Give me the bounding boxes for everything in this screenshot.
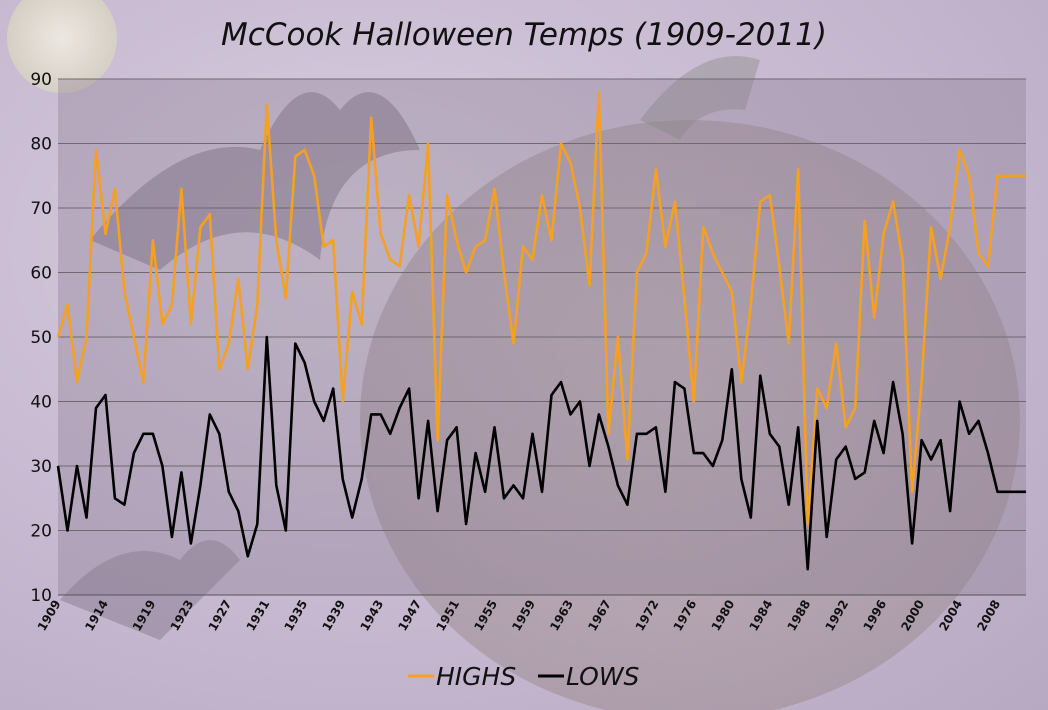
x-tick-label: 1939 — [319, 598, 348, 634]
x-tick-label: 1927 — [206, 598, 235, 634]
chart-title: McCook Halloween Temps (1909-2011) — [221, 17, 827, 53]
y-tick-label: 70 — [30, 199, 52, 219]
x-tick-label: 1931 — [244, 598, 273, 634]
legend: HIGHS LOWS — [408, 662, 640, 691]
x-tick-label: 1943 — [357, 598, 386, 634]
y-tick-label: 90 — [30, 70, 52, 90]
bat-small-icon — [60, 540, 240, 640]
x-tick-label: 2008 — [974, 598, 1003, 634]
pumpkin-icon — [360, 120, 1020, 710]
y-tick-label: 10 — [30, 586, 52, 606]
x-tick-label: 1947 — [395, 598, 424, 634]
y-tick-label: 40 — [30, 393, 52, 413]
x-tick-label: 1935 — [282, 598, 311, 634]
legend-label-highs: HIGHS — [436, 662, 516, 691]
y-tick-label: 60 — [30, 264, 52, 284]
y-axis: 10 20 30 40 50 60 70 80 90 — [30, 70, 52, 606]
y-tick-label: 30 — [30, 457, 52, 477]
y-tick-label: 80 — [30, 135, 52, 155]
background-decoration — [7, 0, 1020, 710]
bat-icon — [90, 92, 420, 270]
y-tick-label: 50 — [30, 328, 52, 348]
pumpkin-stem-icon — [640, 56, 760, 140]
y-tick-label: 20 — [30, 522, 52, 542]
moon-icon — [7, 0, 117, 93]
legend-label-lows: LOWS — [566, 662, 640, 691]
series-line-highs — [56, 90, 1026, 526]
series-line-lows — [56, 335, 1026, 571]
series-lines — [56, 90, 1026, 571]
